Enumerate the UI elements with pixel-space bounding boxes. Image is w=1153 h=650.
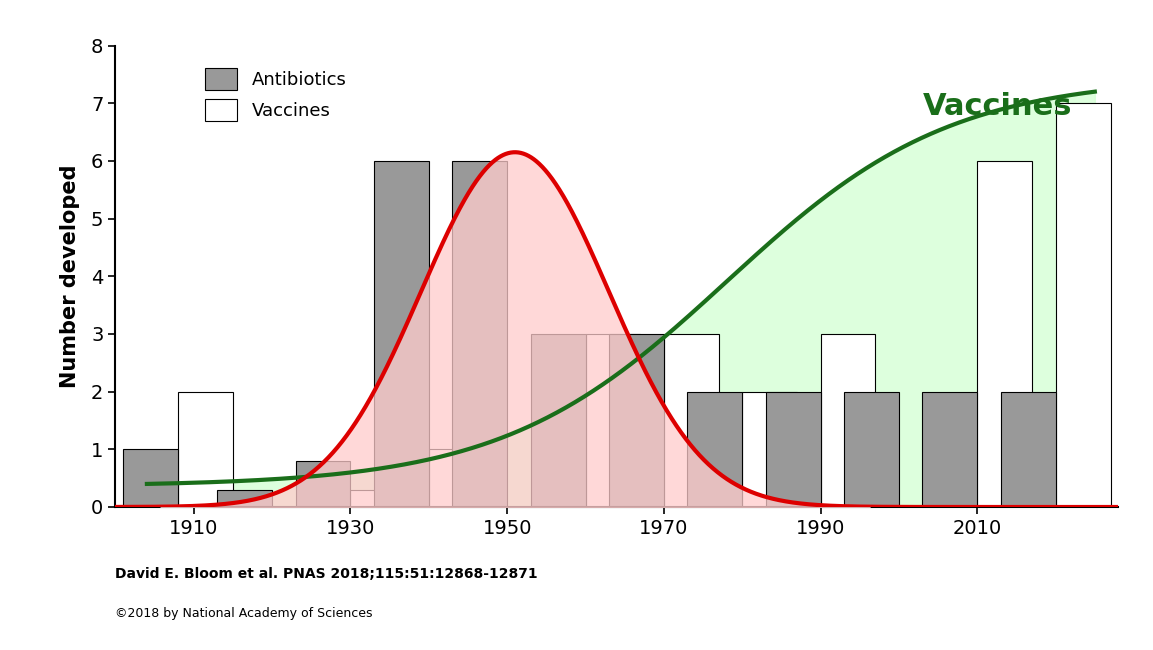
Text: Vaccines: Vaccines — [922, 92, 1072, 121]
Bar — [1001, 391, 1056, 507]
Bar — [374, 161, 429, 507]
Bar — [766, 391, 821, 507]
Text: ©2018 by National Academy of Sciences: ©2018 by National Academy of Sciences — [115, 608, 372, 621]
Bar — [452, 161, 507, 507]
Text: David E. Bloom et al. PNAS 2018;115:51:12868-12871: David E. Bloom et al. PNAS 2018;115:51:1… — [115, 567, 538, 582]
Bar — [123, 449, 178, 507]
Bar — [586, 334, 640, 507]
Bar — [609, 334, 664, 507]
Bar — [530, 334, 586, 507]
Bar — [1056, 103, 1110, 507]
Bar — [844, 391, 899, 507]
Y-axis label: Number developed: Number developed — [60, 164, 80, 388]
Bar — [295, 461, 351, 507]
Bar — [978, 161, 1032, 507]
Bar — [217, 489, 272, 507]
Bar — [351, 489, 405, 507]
Bar — [429, 449, 483, 507]
Bar — [687, 391, 743, 507]
Bar — [178, 391, 233, 507]
Bar — [743, 391, 797, 507]
Legend: Antibiotics, Vaccines: Antibiotics, Vaccines — [204, 68, 346, 122]
Bar — [664, 334, 718, 507]
Bar — [922, 391, 978, 507]
Bar — [821, 334, 875, 507]
